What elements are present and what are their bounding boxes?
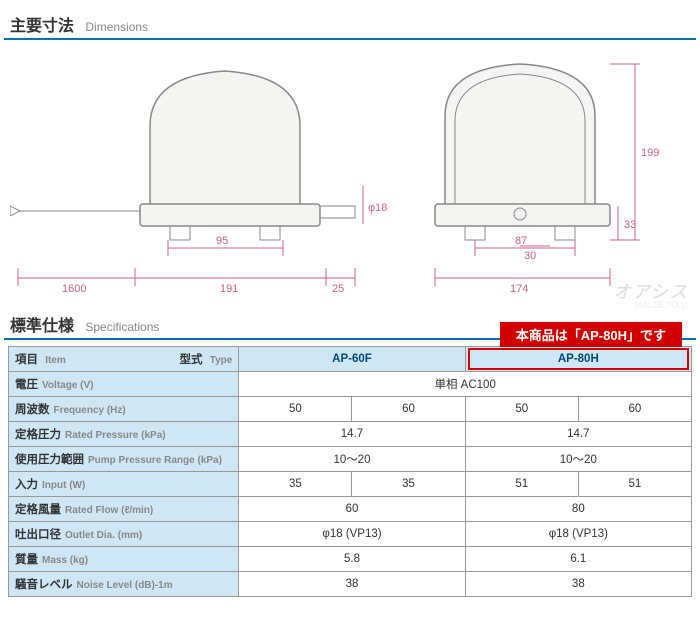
cell: 14.7 xyxy=(239,422,465,447)
cell: 10～20 xyxy=(239,447,465,472)
cell: 38 xyxy=(465,572,691,597)
row-label: 質量Mass (kg) xyxy=(9,547,239,572)
row-label: 使用圧力範囲Pump Pressure Range (kPa) xyxy=(9,447,239,472)
header-item-type: 項目 Item 型式 Type xyxy=(9,347,239,372)
dimensions-title-jp: 主要寸法 xyxy=(10,18,74,35)
cell: 50 xyxy=(239,397,352,422)
cell: 51 xyxy=(578,472,691,497)
dim-phi18: φ18 xyxy=(368,202,387,214)
cell: 14.7 xyxy=(465,422,691,447)
dim-87: 87 xyxy=(515,235,527,247)
dimensions-header: 主要寸法 Dimensions xyxy=(4,8,696,40)
dimensions-title-en: Dimensions xyxy=(85,20,148,34)
table-row: 入力Input (W)35355151 xyxy=(9,472,692,497)
product-banner: 本商品は「AP-80H」です xyxy=(500,322,682,347)
cell: 60 xyxy=(578,397,691,422)
cell: 60 xyxy=(352,397,465,422)
row-label: 入力Input (W) xyxy=(9,472,239,497)
row-label: 電圧Voltage (V) xyxy=(9,372,239,397)
row-label: 騒音レベルNoise Level (dB)-1m xyxy=(9,572,239,597)
watermark-sub: MALDEPO.jp xyxy=(634,300,688,310)
header-model2: AP-80H xyxy=(465,347,691,372)
specs-title-en: Specifications xyxy=(85,320,159,334)
dimension-diagram: φ18 95 1600 191 25 199 33 30 87 174 xyxy=(10,46,690,306)
row-label: 定格風量Rated Flow (ℓ/min) xyxy=(9,497,239,522)
dim-30: 30 xyxy=(524,250,536,262)
table-row: 定格風量Rated Flow (ℓ/min)6080 xyxy=(9,497,692,522)
dim-174: 174 xyxy=(510,283,528,295)
cell: 6.1 xyxy=(465,547,691,572)
table-row: 周波数Frequency (Hz)50605060 xyxy=(9,397,692,422)
spec-table: 項目 Item 型式 Type AP-60F AP-80H 電圧Voltage … xyxy=(8,346,692,597)
cell: 51 xyxy=(465,472,578,497)
row-label: 定格圧力Rated Pressure (kPa) xyxy=(9,422,239,447)
header-model1: AP-60F xyxy=(239,347,465,372)
cell: 80 xyxy=(465,497,691,522)
table-row: 吐出口径Outlet Dia. (mm)φ18 (VP13)φ18 (VP13) xyxy=(9,522,692,547)
cell: φ18 (VP13) xyxy=(465,522,691,547)
table-row: 使用圧力範囲Pump Pressure Range (kPa)10～2010～2… xyxy=(9,447,692,472)
diagram-area: φ18 95 1600 191 25 199 33 30 87 174 xyxy=(10,46,690,306)
dim-199: 199 xyxy=(641,147,659,159)
cell: 38 xyxy=(239,572,465,597)
cell: 単相 AC100 xyxy=(239,372,692,397)
table-row: 質量Mass (kg)5.86.1 xyxy=(9,547,692,572)
cell: 50 xyxy=(465,397,578,422)
table-row: 騒音レベルNoise Level (dB)-1m3838 xyxy=(9,572,692,597)
row-label: 周波数Frequency (Hz) xyxy=(9,397,239,422)
cell: 60 xyxy=(239,497,465,522)
cell: 10～20 xyxy=(465,447,691,472)
cell: 5.8 xyxy=(239,547,465,572)
dim-33: 33 xyxy=(624,219,636,231)
cell: φ18 (VP13) xyxy=(239,522,465,547)
table-row: 電圧Voltage (V)単相 AC100 xyxy=(9,372,692,397)
dim-1600: 1600 xyxy=(62,283,86,295)
specs-title-jp: 標準仕様 xyxy=(10,318,74,335)
dim-191: 191 xyxy=(220,283,238,295)
table-row: 定格圧力Rated Pressure (kPa)14.714.7 xyxy=(9,422,692,447)
dim-25: 25 xyxy=(332,283,344,295)
dim-95: 95 xyxy=(216,235,228,247)
cell: 35 xyxy=(352,472,465,497)
row-label: 吐出口径Outlet Dia. (mm) xyxy=(9,522,239,547)
cell: 35 xyxy=(239,472,352,497)
